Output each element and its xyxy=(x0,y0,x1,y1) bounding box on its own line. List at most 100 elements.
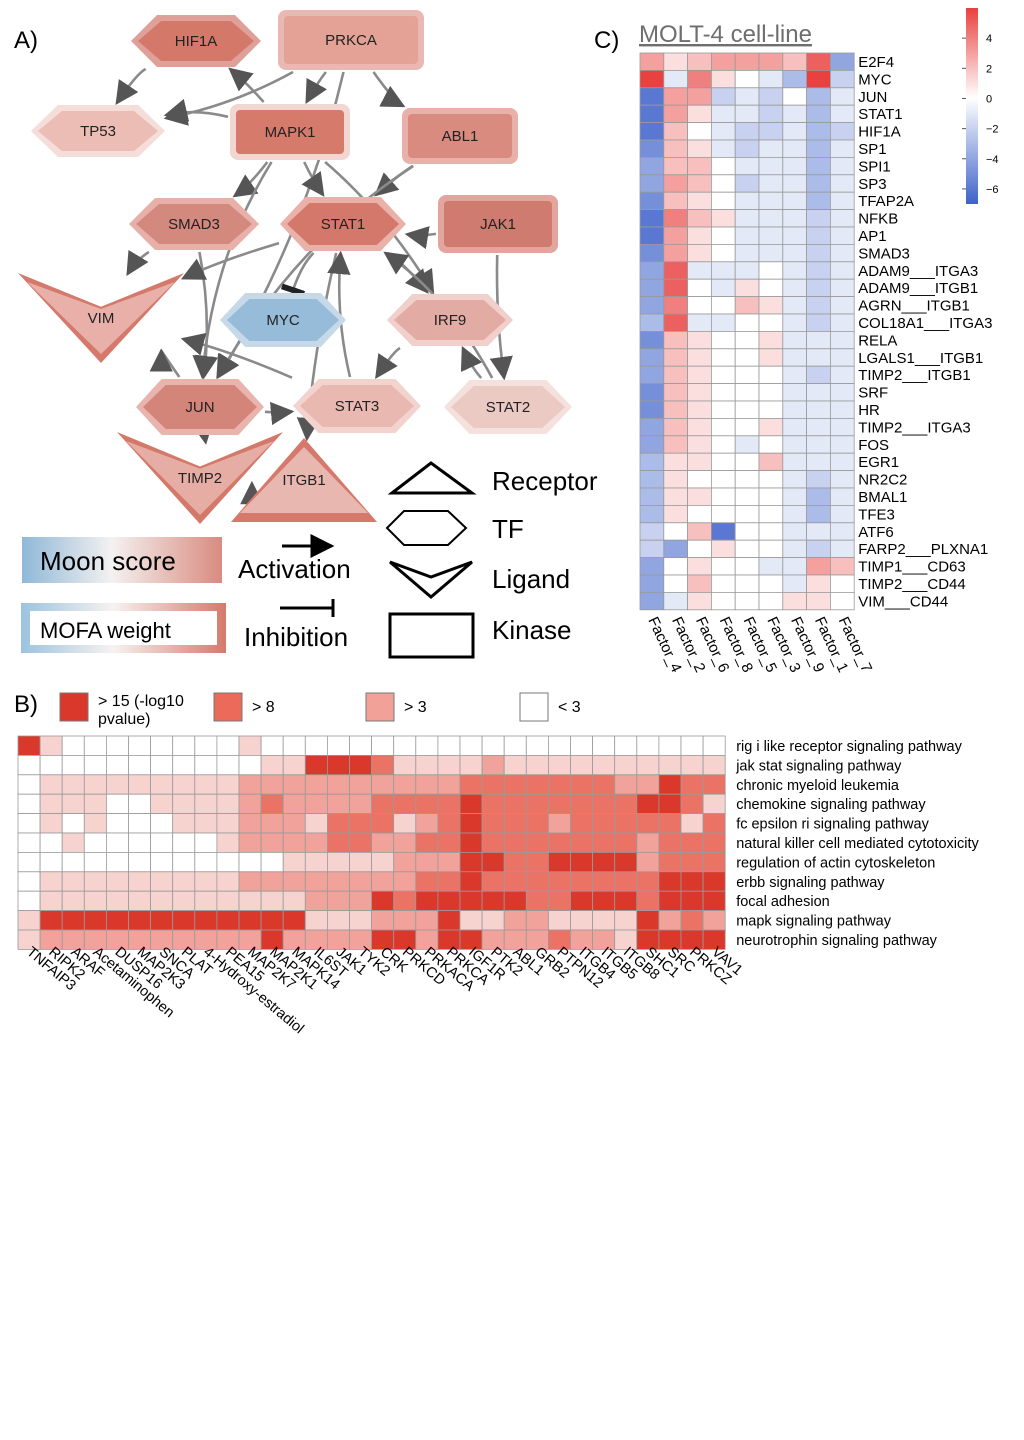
heatmap-c-cell xyxy=(687,104,712,123)
heatmap-c-cell xyxy=(734,365,760,385)
heatmap-c-row-label: NR2C2 xyxy=(858,472,907,489)
heatmap-c-row-label: FARP2___PLXNA1 xyxy=(858,541,988,558)
heatmap-c-cell xyxy=(711,243,736,263)
heatmap-c-cell xyxy=(782,435,807,454)
heatmap-c-cell xyxy=(663,191,688,210)
heatmap-b-cell xyxy=(238,832,262,853)
heatmap-c-cell xyxy=(758,174,784,193)
heatmap-b-cell xyxy=(525,871,549,892)
colorbar-tick-label: 0 xyxy=(986,93,992,105)
heatmap-c-cell xyxy=(639,557,665,576)
heatmap-b-cell xyxy=(371,735,395,756)
heatmap-c-cell xyxy=(734,104,760,123)
heatmap-c-row-label: HR xyxy=(858,402,880,419)
heatmap-c-cell xyxy=(639,296,665,315)
heatmap-c-cell xyxy=(806,574,831,593)
heatmap-b-cell xyxy=(83,793,107,815)
heatmap-b-cell xyxy=(702,832,726,853)
heatmap-c-cell xyxy=(639,139,665,158)
node-timp2: TIMP2 xyxy=(117,432,283,524)
node-jak1-label: JAK1 xyxy=(480,216,516,233)
heatmap-c-cell xyxy=(758,87,784,106)
heatmap-b-cell xyxy=(150,890,174,912)
heatmap-b-cell xyxy=(592,813,616,834)
heatmap-c-cell xyxy=(806,296,831,315)
heatmap-b-cell xyxy=(636,735,660,756)
heatmap-c-cell xyxy=(782,191,807,210)
heatmap-b-cell xyxy=(61,793,85,815)
heatmap-c-cell xyxy=(711,87,736,106)
heatmap-c-cell xyxy=(663,452,688,472)
heatmap-c-cell xyxy=(782,87,807,106)
heatmap-c-cell xyxy=(806,191,831,210)
heatmap-c-cell xyxy=(806,487,831,506)
heatmap-b-cell xyxy=(282,735,306,756)
heatmap-b-cell xyxy=(592,793,616,815)
heatmap-b-cell xyxy=(349,871,373,892)
edge-mapk1-stat1 xyxy=(301,161,325,197)
heatmap-b-cell xyxy=(194,832,218,853)
heatmap-b-cell xyxy=(83,832,107,853)
heatmap-c-cell xyxy=(639,574,665,593)
heatmap-c-cell xyxy=(758,435,784,454)
edge-stat3-vim xyxy=(180,332,293,379)
heatmap-b-cell xyxy=(481,910,505,931)
heatmap-b-row-label: fc epsilon ri signaling pathway xyxy=(736,817,929,833)
heatmap-b-row-label: chemokine signaling pathway xyxy=(736,797,926,813)
heatmap-c-cell xyxy=(663,539,688,559)
heatmap-c-cell xyxy=(758,330,784,350)
heatmap-c-cell xyxy=(806,70,831,89)
heatmap-c-cell xyxy=(758,243,784,263)
heatmap-b-cell xyxy=(393,852,417,873)
heatmap-b-cell xyxy=(326,755,350,776)
heatmap-b-cell xyxy=(680,832,704,853)
heatmap-b-cell xyxy=(525,852,549,873)
node-jun-label: JUN xyxy=(185,399,214,416)
heatmap-c-cell xyxy=(758,383,784,402)
heatmap-b-cell xyxy=(371,890,395,912)
heatmap-b-cell xyxy=(371,793,395,815)
panel-b-label: B) xyxy=(14,691,38,718)
heatmap-c-cell xyxy=(687,52,712,71)
heatmap-b-cell xyxy=(570,871,594,892)
edge-prkca-abl1 xyxy=(372,71,406,108)
heatmap-b-cell xyxy=(216,793,240,815)
heatmap-c-cell xyxy=(663,139,688,158)
heatmap-b-cell xyxy=(172,852,196,873)
heatmap-b-cell xyxy=(393,755,417,776)
heatmap-c-cell xyxy=(782,592,807,611)
heatmap-c-cell xyxy=(830,383,855,402)
heatmap-b-cell xyxy=(503,735,527,756)
node-myc-moon-fill xyxy=(227,299,339,341)
heatmap-c-cell xyxy=(663,487,688,506)
heatmap-b-cell xyxy=(636,793,660,815)
heatmap-b-cell xyxy=(216,774,240,795)
heatmap-b-cell xyxy=(658,774,682,795)
heatmap-c-cell xyxy=(758,417,784,437)
node-stat2: STAT2 xyxy=(444,380,572,434)
heatmap-b-cell xyxy=(106,774,129,795)
heatmap-c-cell xyxy=(687,191,712,210)
heatmap-c-cell xyxy=(663,417,688,437)
heatmap-b-cell xyxy=(194,890,218,912)
heatmap-b-cell xyxy=(194,871,218,892)
heatmap-c-cell xyxy=(782,452,807,472)
heatmap-b-cell xyxy=(680,755,704,776)
heatmap-b-cell xyxy=(371,813,395,834)
heatmap-b-cell xyxy=(17,910,41,931)
panel-c-heatmap xyxy=(639,52,855,611)
heatmap-b-cell xyxy=(238,910,262,931)
heatmap-b-cell xyxy=(525,832,549,853)
heatmap-c-cell xyxy=(734,330,760,350)
node-stat1: STAT1 xyxy=(280,197,406,251)
heatmap-b-cell xyxy=(592,774,616,795)
heatmap-c-cell xyxy=(758,226,784,245)
heatmap-c-cell xyxy=(639,435,665,454)
heatmap-c-cell xyxy=(639,174,665,193)
heatmap-c-cell xyxy=(663,574,688,593)
heatmap-c-cell xyxy=(639,156,665,176)
node-vim-label: VIM xyxy=(88,310,115,327)
heatmap-c-cell xyxy=(758,139,784,158)
heatmap-b-cell xyxy=(17,852,41,873)
heatmap-c-cell xyxy=(687,139,712,158)
